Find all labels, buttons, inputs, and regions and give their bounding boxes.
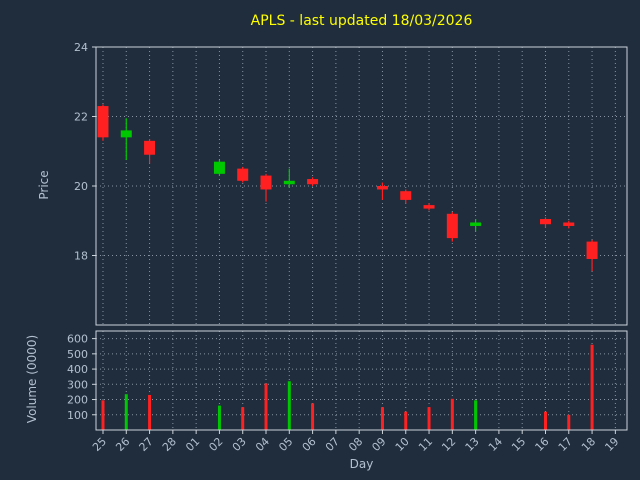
candle-body	[586, 241, 598, 259]
volume-tick-label: 400	[67, 363, 88, 376]
volume-tick-label: 600	[67, 333, 88, 346]
volume-panel-border	[95, 330, 628, 431]
volume-bar	[380, 407, 384, 430]
x-tick-label: 12	[439, 435, 458, 454]
x-tick-label: 16	[533, 435, 552, 454]
price-tick-label: 20	[74, 180, 88, 193]
volume-bar	[590, 344, 594, 430]
x-tick-label: 05	[276, 435, 295, 454]
volume-tick-label: 300	[67, 378, 88, 391]
x-tick-label: 14	[486, 435, 505, 454]
candle-body	[260, 175, 272, 190]
volume-bar	[427, 407, 431, 430]
x-tick-label: 04	[253, 435, 272, 454]
x-tick-label: 25	[90, 435, 109, 454]
candle-body	[283, 180, 295, 185]
volume-bar	[543, 411, 547, 430]
x-tick-label: 07	[323, 435, 342, 454]
x-tick-label: 27	[137, 435, 156, 454]
volume-bar	[264, 383, 268, 430]
x-tick-label: 15	[509, 435, 528, 454]
x-tick-label: 08	[346, 435, 365, 454]
candle-body	[376, 186, 388, 190]
x-tick-label: 17	[556, 435, 575, 454]
volume-bar	[124, 394, 128, 430]
price-tick-label: 22	[74, 111, 88, 124]
volume-bar	[217, 405, 221, 430]
chart-title: APLS - last updated 18/03/2026	[250, 13, 473, 29]
volume-bar	[101, 400, 105, 430]
x-tick-label: 28	[160, 435, 179, 454]
volume-tick-label: 200	[67, 394, 88, 407]
price-tick-label: 24	[74, 41, 88, 54]
x-tick-label: 19	[602, 435, 621, 454]
x-tick-label: 26	[113, 435, 132, 454]
x-tick-label: 10	[393, 435, 412, 454]
candle-body	[539, 219, 551, 225]
candle-body	[400, 191, 412, 200]
candle-body	[307, 179, 319, 185]
candle-body	[423, 205, 435, 209]
volume-tick-label: 500	[67, 348, 88, 361]
volume-bar	[567, 414, 571, 430]
volume-bar	[311, 403, 315, 430]
candle-body	[563, 222, 575, 226]
price-tick-label: 18	[74, 250, 88, 263]
x-tick-label: 06	[300, 435, 319, 454]
volume-bar	[474, 400, 478, 430]
x-tick-label: 01	[183, 435, 202, 454]
x-tick-label: 02	[206, 435, 225, 454]
volume-tick-label: 100	[67, 409, 88, 422]
volume-bar	[241, 407, 245, 430]
candle-body	[470, 222, 482, 226]
x-tick-label: 18	[579, 435, 598, 454]
x-axis-label: Day	[349, 457, 374, 471]
candle-body	[237, 168, 249, 181]
price-panel-border	[95, 46, 628, 326]
candle-body	[213, 161, 225, 174]
candle-body	[120, 130, 132, 138]
volume-bar	[450, 398, 454, 430]
volume-bar	[287, 381, 291, 430]
candle-body	[144, 140, 156, 155]
x-tick-label: 09	[369, 435, 388, 454]
x-tick-label: 11	[416, 435, 435, 454]
candle-body	[97, 106, 109, 138]
x-tick-label: 13	[463, 435, 482, 454]
x-tick-label: 03	[230, 435, 249, 454]
candle-body	[446, 213, 458, 239]
volume-bar	[404, 411, 408, 430]
volume-bar	[148, 394, 152, 430]
